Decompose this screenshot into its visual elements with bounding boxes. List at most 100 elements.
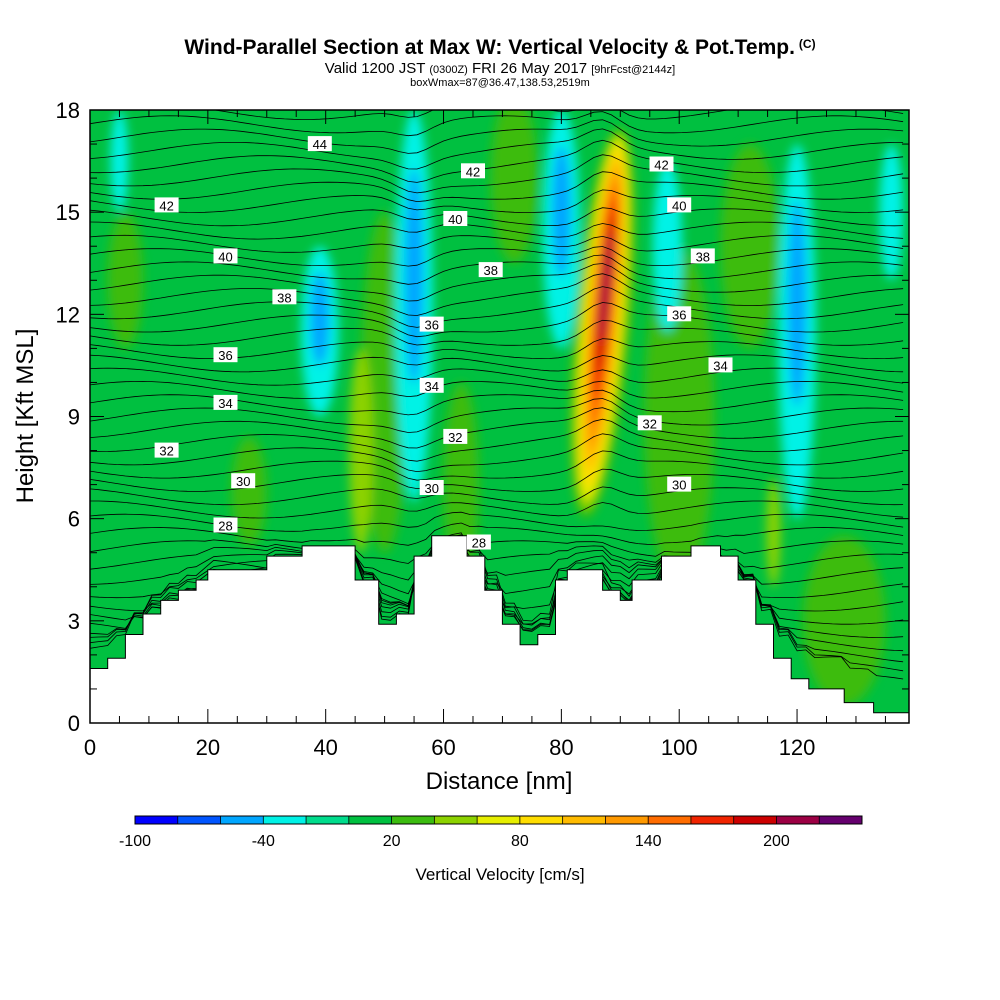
colorbar-swatch: [263, 816, 307, 824]
weak-updraft: [720, 144, 780, 349]
theta-contour: [90, 263, 904, 302]
theta-contour: [90, 128, 904, 170]
contour-label-box: [667, 306, 692, 322]
weak-updraft-core: [349, 348, 373, 553]
contour-labels: 44 42 42 42 40 40 40 38 38 38 36 36 36 34 34 34 32 32 32 30…: [154, 136, 733, 551]
colorbar-swatch: [135, 816, 179, 824]
contour-label-text: 40: [672, 198, 686, 213]
valid-prefix: Valid 1200 JST: [324, 60, 426, 77]
valid-date: FRI 26 May 2017: [472, 60, 588, 77]
colorbar-swatch: [605, 816, 649, 824]
contour-label-text: 28: [472, 536, 486, 551]
contour-label-box: [443, 211, 468, 226]
theta-contour: [90, 468, 904, 492]
theta-contours: [90, 110, 904, 680]
colorbar-swatch: [733, 816, 777, 824]
theta-contour: [90, 549, 904, 595]
theta-contour: [90, 273, 904, 316]
theta-contour: [90, 154, 904, 194]
theta-contour: [90, 418, 904, 462]
colorbar-tick-label: 20: [383, 833, 401, 850]
colorbar-swatch: [776, 816, 820, 824]
weak-updraft: [231, 436, 267, 546]
contour-label: 30: [419, 480, 444, 496]
y-tick-label: 6: [68, 507, 80, 532]
x-tick-label: 20: [196, 735, 220, 760]
x-tick-label: 100: [661, 735, 698, 760]
colorbar-swatch: [306, 816, 350, 824]
box-info: boxWmax=87@36.47,138.53,2519m: [410, 77, 590, 89]
colorbar-title: Vertical Velocity [cm/s]: [415, 865, 584, 884]
y-tick-label: 3: [68, 609, 80, 634]
weak-updraft: [643, 246, 715, 587]
theta-contour: [90, 221, 904, 240]
colorbar-tick-label: -40: [252, 833, 275, 850]
colorbar-swatch: [477, 816, 521, 824]
theta-contour: [90, 367, 904, 386]
contour-label-text: 30: [424, 481, 438, 496]
contour-label-text: 38: [483, 263, 497, 278]
contour-label-text: 44: [313, 137, 327, 152]
contour-label-box: [708, 357, 733, 373]
theta-contour: [90, 234, 904, 253]
contour-label-box: [419, 377, 444, 393]
contour-label-text: 34: [218, 396, 232, 411]
contour-label-text: 42: [654, 158, 668, 173]
colorbar-swatch: [220, 816, 264, 824]
theta-contour: [90, 207, 904, 227]
valid-zulu: (0300Z): [429, 64, 468, 76]
contour-label-text: 38: [277, 290, 291, 305]
colorbar-frame: [134, 815, 863, 825]
contour-label-text: 30: [236, 474, 250, 489]
contour-label-box: [419, 316, 444, 332]
colorbar-tick-label: 140: [635, 833, 662, 850]
contour-label-box: [443, 428, 468, 444]
contour-label-text: 28: [218, 519, 232, 534]
y-tick-label: 0: [68, 711, 80, 736]
contour-label: 36: [419, 316, 444, 333]
contour-label-box: [154, 197, 179, 213]
colorbar-swatch: [819, 816, 863, 824]
chart-title-text: Wind-Parallel Section at Max W: Vertical…: [184, 36, 795, 59]
contour-label: 30: [231, 473, 256, 489]
contour-label-box: [667, 197, 692, 213]
colorbar: -100 -40 20 80 140 200: [119, 815, 863, 850]
weak-updraft-core: [766, 477, 781, 587]
contour-label-box: [213, 517, 238, 533]
weak-updraft: [490, 110, 538, 264]
theta-contour: [90, 302, 904, 338]
contour-label-text: 34: [424, 379, 438, 394]
contour-label: 30: [667, 476, 692, 493]
contour-label: 28: [213, 517, 238, 534]
contour-label-box: [213, 248, 238, 264]
contour-label-box: [637, 415, 662, 431]
contour-label: 42: [154, 197, 179, 213]
contour-label: 34: [213, 394, 238, 411]
x-tick-label: 80: [549, 735, 573, 760]
y-tick-label: 18: [56, 98, 80, 123]
contour-label: 42: [649, 156, 674, 173]
theta-contour: [90, 545, 904, 581]
theta-contour: [90, 171, 904, 203]
theta-contour: [90, 500, 904, 519]
theta-contour: [90, 407, 904, 449]
contour-label-box: [154, 442, 179, 458]
x-axis-title: Distance [nm]: [426, 768, 573, 795]
x-tick-label: 60: [431, 735, 455, 760]
contour-label-box: [478, 262, 503, 278]
x-tick-label: 40: [313, 735, 337, 760]
y-axis-title: Height [Kft MSL]: [12, 329, 39, 504]
theta-contour: [90, 286, 904, 328]
contour-label-box: [690, 248, 715, 264]
contour-label-text: 36: [424, 318, 438, 333]
contour-label: 34: [708, 357, 733, 373]
theta-contour: [90, 532, 904, 680]
theta-contour: [90, 111, 904, 137]
contour-label-text: 38: [696, 249, 710, 264]
colorbar-swatch: [690, 816, 735, 824]
weak-updraft: [107, 212, 144, 349]
theta-contour: [90, 486, 904, 506]
chart-title-mark: (C): [798, 37, 816, 51]
